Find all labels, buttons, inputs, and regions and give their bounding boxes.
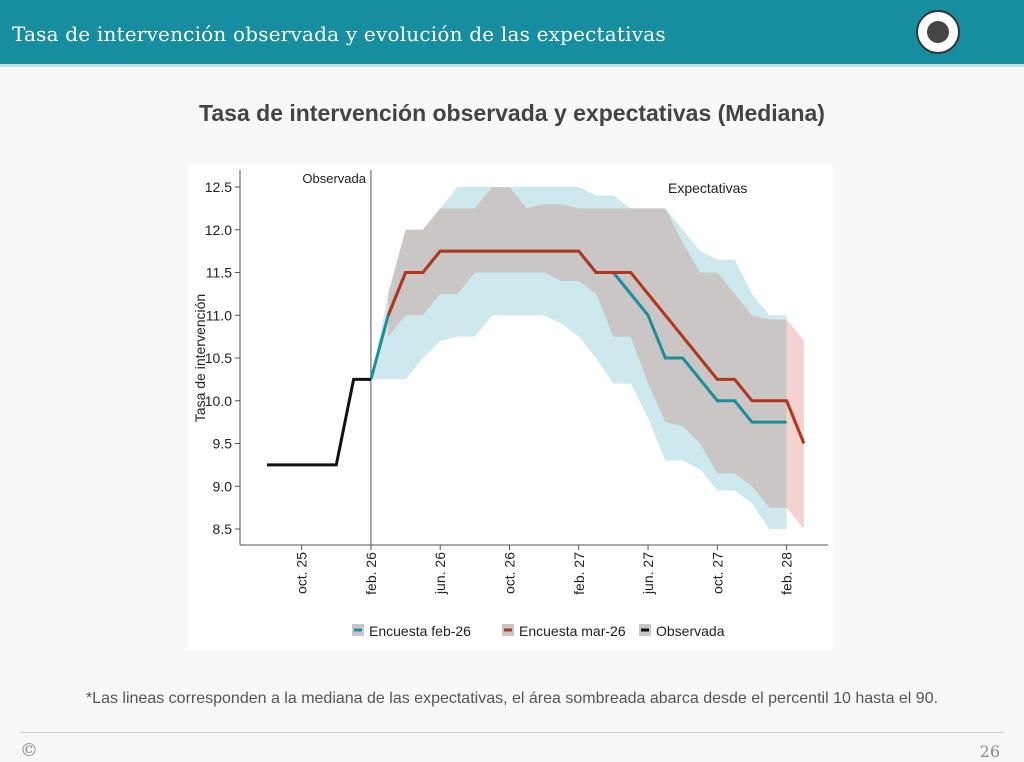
x-tick-label: oct. 27 (709, 552, 725, 594)
y-tick-label: 9.5 (213, 436, 233, 452)
slide-title: Tasa de intervención observada y evoluci… (12, 22, 666, 46)
y-tick-label: 11.0 (206, 307, 232, 323)
x-tick-label: oct. 25 (294, 552, 310, 594)
y-tick-label: 8.5 (213, 521, 233, 537)
series-line-encuesta-mar-26 (386, 249, 806, 445)
band-encuesta-mar-26 (388, 187, 787, 508)
y-tick-label: 11.5 (206, 265, 232, 281)
expectations-annotation: Expectativas (668, 180, 747, 196)
legend-label: Encuesta feb-26 (369, 623, 471, 639)
copyright-icon: © (20, 740, 38, 761)
x-tick-label: feb. 27 (571, 552, 587, 595)
footer-divider (20, 732, 1004, 733)
observed-annotation: Observada (302, 171, 366, 186)
legend-label: Encuesta mar-26 (519, 623, 626, 639)
bank-logo (916, 10, 960, 54)
x-tick-label: jun. 27 (640, 552, 656, 595)
y-tick-label: 9.0 (213, 478, 233, 494)
x-tick-label: oct. 26 (501, 552, 517, 594)
x-tick-label: feb. 28 (779, 552, 795, 595)
y-tick-label: 10.5 (205, 350, 232, 366)
x-tick-label: jun. 26 (432, 552, 448, 595)
y-tick-label: 12.0 (205, 222, 232, 238)
y-tick-label: 12.5 (205, 179, 232, 195)
footnote: *Las lineas corresponden a la mediana de… (85, 690, 939, 707)
x-tick-label: feb. 26 (363, 552, 379, 595)
page-number: 26 (979, 742, 1000, 761)
chart: 8.5 9.0 9.5 10.0 10.5 11.0 11.5 12.0 12.5 oct. 25… (192, 170, 828, 639)
chart-title: Tasa de intervención observada y expecta… (199, 100, 825, 126)
y-axis-label: Tasa de intervención (192, 294, 208, 422)
y-tick-label: 10.0 (205, 393, 232, 409)
slide-header: Tasa de intervención observada y evoluci… (0, 0, 1024, 67)
series-line-observada (267, 377, 371, 467)
legend-label: Observada (656, 623, 725, 639)
